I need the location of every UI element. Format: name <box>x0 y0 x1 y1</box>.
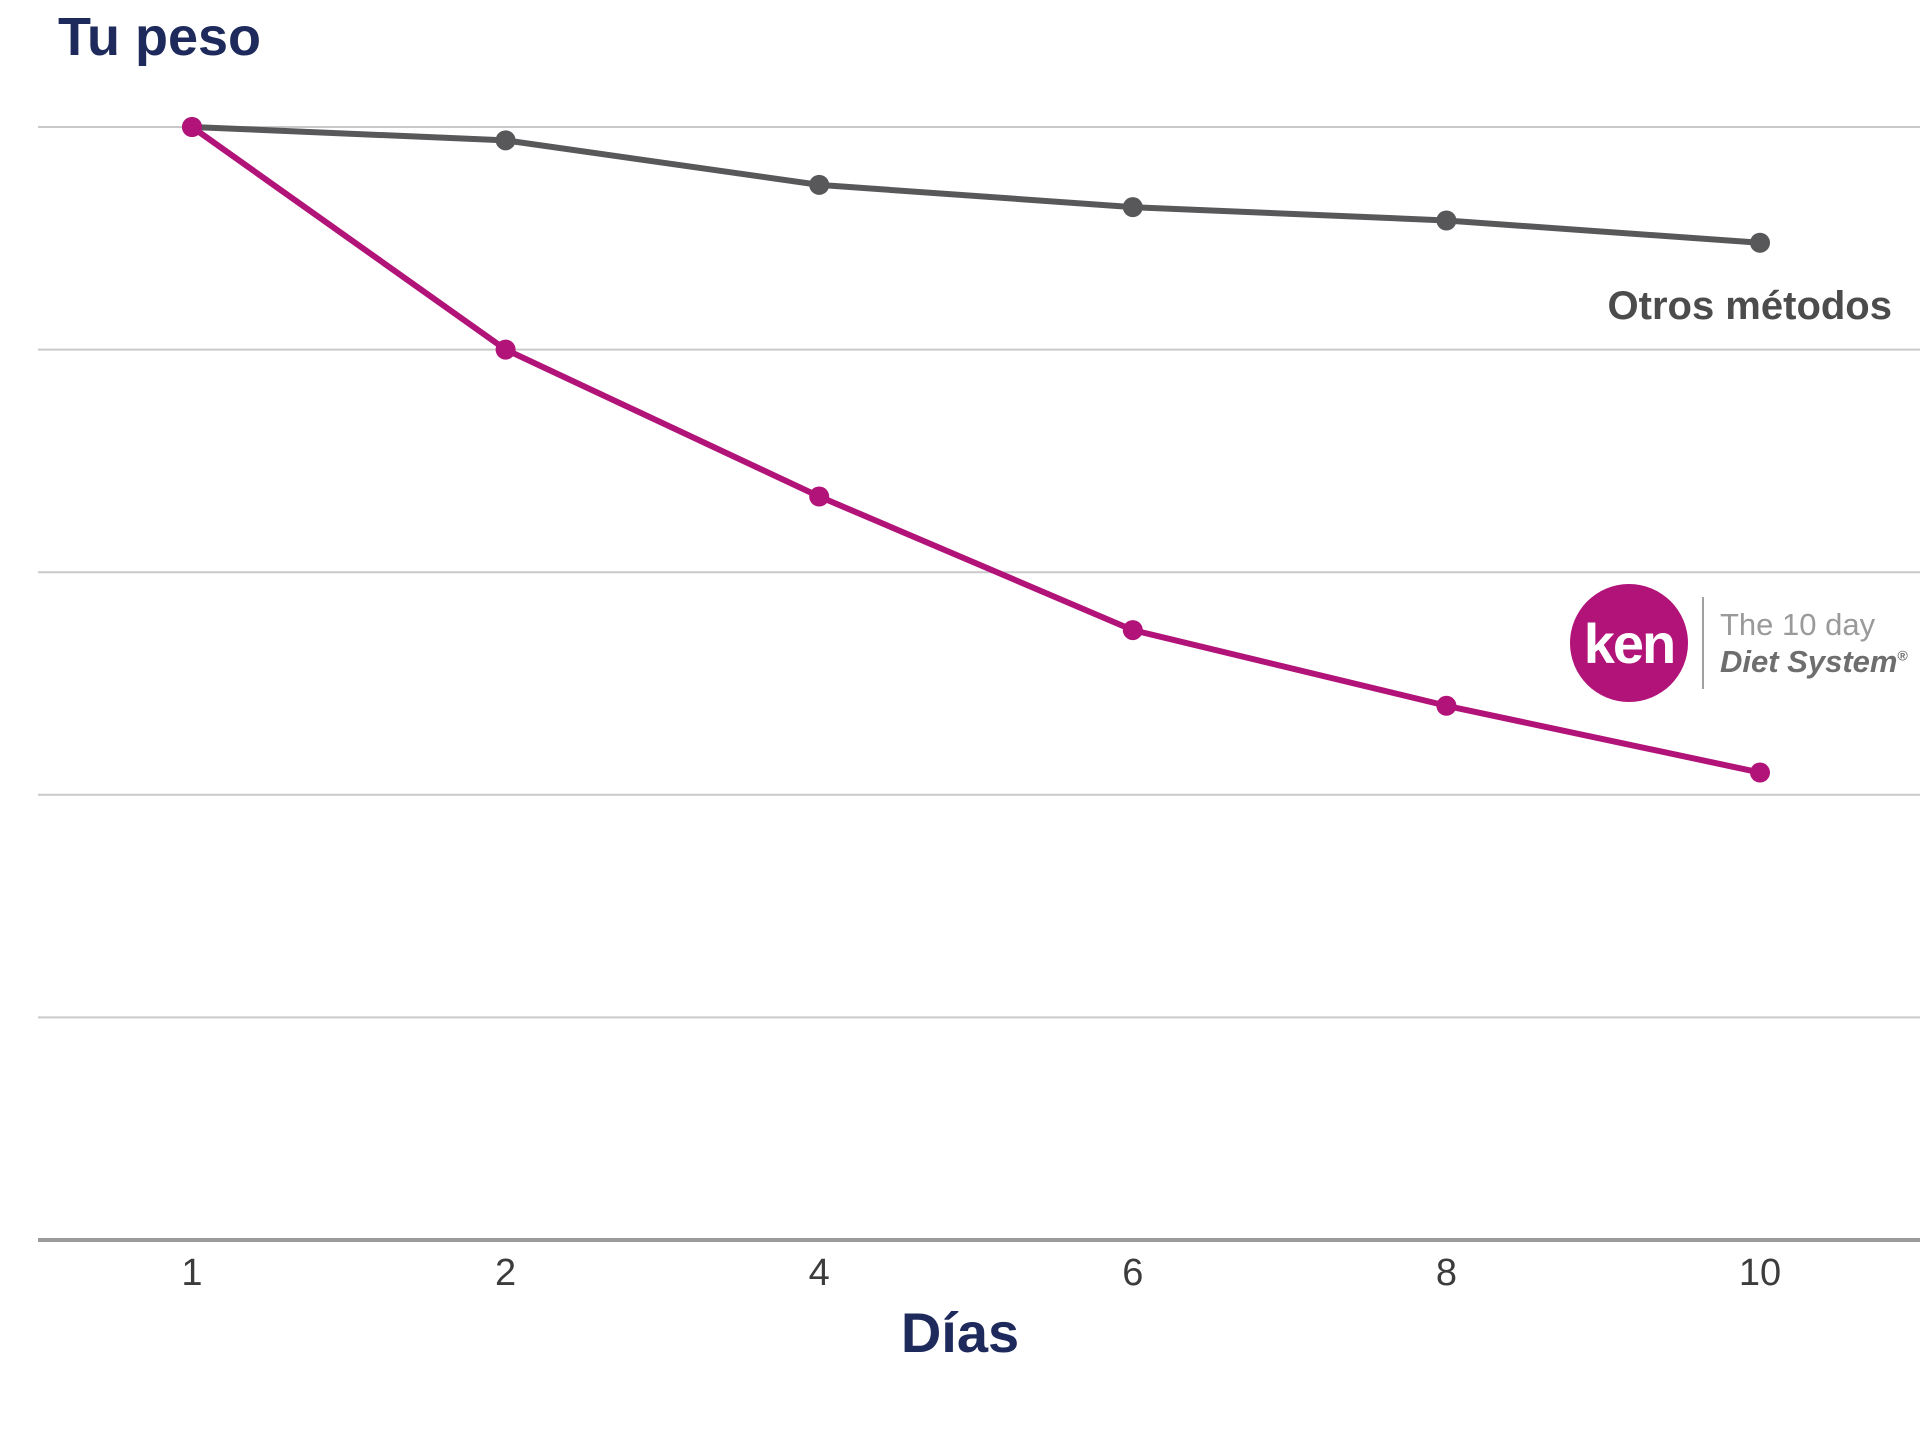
series-1-point-4 <box>1436 695 1457 716</box>
series-0-point-4 <box>1436 210 1457 231</box>
chart-title: Tu peso <box>58 7 262 67</box>
x-tick-label-1: 1 <box>181 1252 203 1294</box>
series-1-point-1 <box>495 339 516 360</box>
series-0-point-1 <box>495 130 516 151</box>
logo-tagline-line2: Diet System® <box>1720 644 1908 679</box>
series-1-point-0 <box>182 117 202 137</box>
series-label-otros-metodos: Otros métodos <box>1607 284 1892 328</box>
logo-tagline: The 10 day Diet System® <box>1720 606 1908 680</box>
ken-diet-system-logo: ken The 10 day Diet System® <box>1570 584 1908 702</box>
series-1-point-2 <box>809 486 830 507</box>
x-axis-tick-labels: 1 2 4 6 8 10 <box>0 1252 1920 1302</box>
series-0-point-3 <box>1122 197 1143 218</box>
series-line-1 <box>189 124 1763 776</box>
series-0-point-5 <box>1750 232 1770 253</box>
series-1-point-3 <box>1122 620 1143 641</box>
registered-trademark-symbol: ® <box>1897 647 1908 664</box>
x-tick-label-8: 8 <box>1435 1252 1457 1294</box>
x-tick-label-6: 6 <box>1122 1252 1144 1294</box>
series-0-point-2 <box>809 174 830 195</box>
ken-logo-wordmark: ken <box>1583 611 1676 675</box>
logo-tagline-line1: The 10 day <box>1720 606 1876 642</box>
series-1-point-5 <box>1750 762 1770 783</box>
series-line-0 <box>189 124 1763 246</box>
x-tick-label-2: 2 <box>495 1252 517 1294</box>
x-axis-title: Días <box>900 1301 1020 1364</box>
x-tick-label-10: 10 <box>1738 1252 1782 1294</box>
logo-divider <box>1702 597 1704 689</box>
ken-logo-circle-icon: ken <box>1570 584 1688 702</box>
x-tick-label-4: 4 <box>808 1252 830 1294</box>
